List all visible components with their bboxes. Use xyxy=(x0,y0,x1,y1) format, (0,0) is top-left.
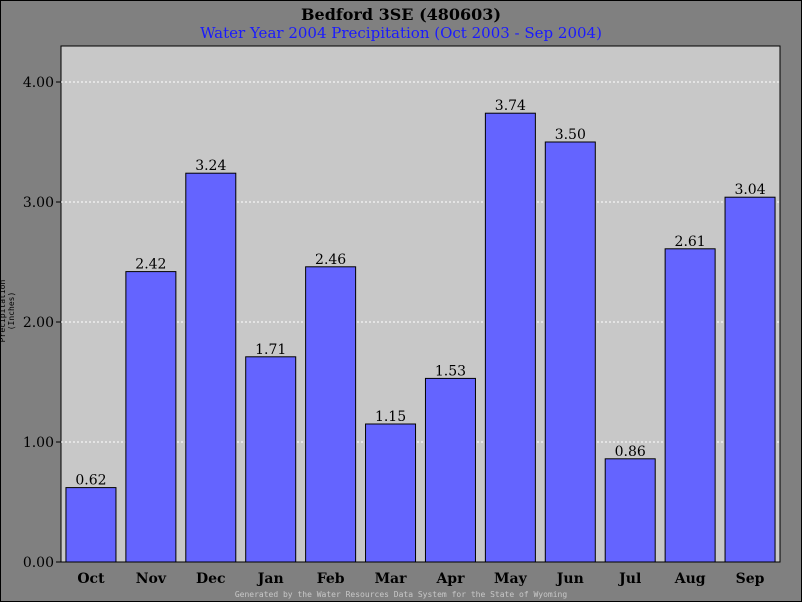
data-label: 1.53 xyxy=(435,363,466,379)
y-tick-label: 1.00 xyxy=(23,435,54,451)
data-label: 3.24 xyxy=(195,158,226,174)
data-label: 2.61 xyxy=(675,234,706,250)
bar-mar xyxy=(365,423,417,563)
plot-area xyxy=(60,45,781,563)
x-tick-label: Aug xyxy=(674,571,706,587)
data-label: 1.15 xyxy=(375,409,406,425)
x-tick-label: Feb xyxy=(317,571,345,587)
data-label: 0.62 xyxy=(75,473,106,489)
x-tick-label: Mar xyxy=(375,571,408,587)
x-tick-label: Nov xyxy=(136,571,167,587)
y-tick-label: 2.00 xyxy=(23,315,54,331)
data-label: 1.71 xyxy=(255,342,286,358)
data-label: 0.86 xyxy=(615,444,646,460)
bar-nov xyxy=(125,271,177,563)
bar-apr xyxy=(424,377,476,563)
y-tick-label: 3.00 xyxy=(23,195,54,211)
bar-may xyxy=(484,112,536,563)
y-tick-label: 0.00 xyxy=(23,555,54,571)
data-label: 3.50 xyxy=(555,127,586,143)
x-tick-label: Apr xyxy=(435,571,465,587)
x-tick-label: Oct xyxy=(77,571,105,587)
data-label: 3.04 xyxy=(734,182,765,198)
y-tick-label: 4.00 xyxy=(23,75,54,91)
x-tick-label: Dec xyxy=(196,571,226,587)
x-tick-label: Sep xyxy=(736,571,765,587)
footer-note: Generated by the Water Resources Data Sy… xyxy=(234,590,568,599)
x-tick-label: May xyxy=(494,571,528,587)
bar-jun xyxy=(544,141,596,563)
bar-jan xyxy=(245,356,297,563)
data-label: 2.42 xyxy=(135,257,166,273)
bar-oct xyxy=(65,487,117,563)
bar-sep xyxy=(724,196,776,563)
chart-title: Bedford 3SE (480603) xyxy=(300,5,502,24)
x-tick-label: Jul xyxy=(617,571,641,587)
x-tick-label: Jan xyxy=(256,571,284,587)
data-label: 2.46 xyxy=(315,252,346,268)
bar-aug xyxy=(664,248,716,563)
bar-jul xyxy=(604,458,656,563)
bar-feb xyxy=(305,266,357,563)
bar-dec xyxy=(185,172,237,563)
data-label: 3.74 xyxy=(495,98,526,114)
x-tick-label: Jun xyxy=(555,571,584,587)
chart-subtitle: Water Year 2004 Precipitation (Oct 2003 … xyxy=(200,24,602,42)
